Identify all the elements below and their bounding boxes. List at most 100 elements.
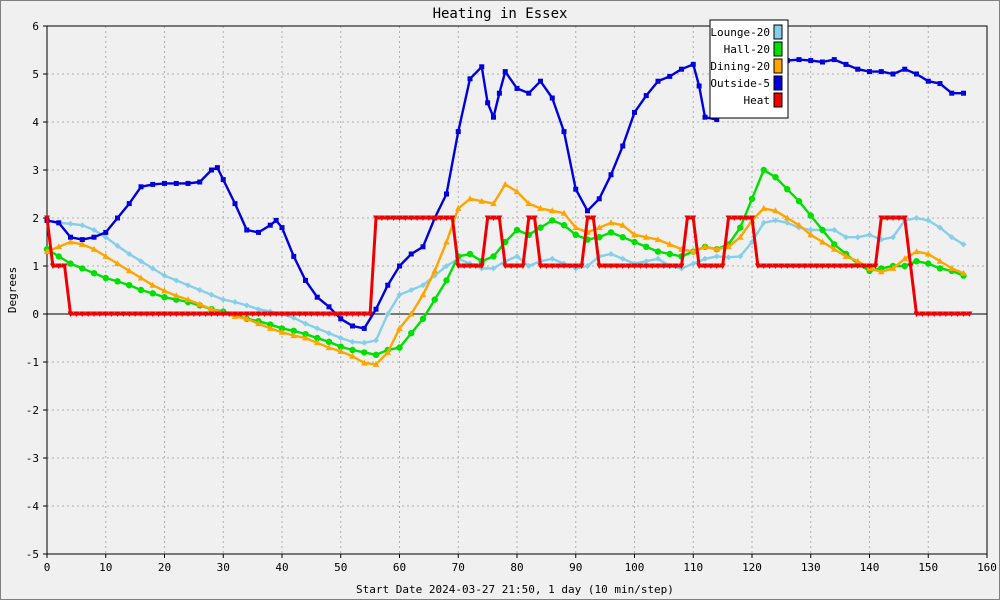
data-point-heat: [966, 311, 973, 317]
data-point-dining-20: [161, 287, 168, 294]
data-point-heat: [743, 215, 750, 221]
data-point-hall-20: [408, 330, 415, 337]
data-point-heat: [249, 311, 256, 317]
data-point-lounge-20: [925, 217, 932, 224]
data-point-heat: [866, 263, 873, 269]
data-point-heat: [596, 263, 603, 269]
data-point-hall-20: [290, 327, 297, 334]
data-point-dining-20: [572, 224, 580, 231]
data-point-outside-5: [197, 179, 203, 185]
data-point-heat: [660, 263, 667, 269]
data-point-outside-5: [573, 186, 579, 192]
data-point-heat: [514, 263, 520, 269]
data-point-dining-20: [642, 233, 650, 240]
data-point-outside-5: [485, 100, 491, 106]
data-point-dining-20: [525, 200, 533, 207]
data-point-heat: [284, 311, 291, 317]
data-point-outside-5: [150, 181, 156, 187]
data-point-heat: [67, 311, 74, 317]
data-point-hall-20: [748, 195, 756, 202]
data-point-outside-5: [126, 201, 132, 207]
data-point-dining-20: [772, 207, 779, 214]
data-point-heat: [531, 215, 538, 221]
data-point-heat: [566, 263, 573, 269]
x-tick-label: 70: [452, 561, 465, 574]
data-point-dining-20: [819, 238, 826, 245]
data-point-heat: [408, 215, 415, 221]
x-axis-label: Start Date 2024-03-27 21:50, 1 day (10 m…: [356, 583, 674, 596]
y-tick-label: 4: [32, 116, 39, 129]
data-point-heat: [942, 311, 949, 317]
data-point-hall-20: [55, 253, 62, 260]
data-point-dining-20: [102, 252, 110, 259]
data-point-hall-20: [913, 258, 920, 265]
data-point-lounge-20: [549, 255, 556, 262]
data-point-heat: [907, 263, 914, 269]
data-point-outside-5: [338, 316, 344, 322]
data-point-heat: [860, 263, 867, 269]
data-point-outside-5: [408, 251, 414, 257]
data-point-dining-20: [889, 264, 897, 271]
data-point-dining-20: [443, 238, 450, 245]
data-point-heat: [837, 263, 844, 269]
data-point-heat: [355, 311, 362, 317]
data-point-hall-20: [443, 277, 450, 284]
data-point-outside-5: [173, 180, 179, 186]
data-point-outside-5: [420, 244, 426, 250]
data-point-outside-5: [455, 129, 461, 135]
data-point-heat: [813, 263, 820, 269]
data-point-heat: [895, 215, 902, 221]
x-tick-label: 140: [860, 561, 880, 574]
data-point-hall-20: [67, 260, 74, 267]
data-point-dining-20: [513, 188, 521, 195]
data-point-hall-20: [596, 234, 603, 241]
data-point-heat: [461, 263, 468, 269]
data-point-lounge-20: [243, 302, 250, 309]
data-point-heat: [202, 311, 209, 317]
data-point-outside-5: [373, 306, 379, 312]
data-point-heat: [848, 263, 855, 269]
data-point-outside-5: [115, 215, 120, 221]
y-tick-label: 1: [32, 260, 39, 273]
data-point-heat: [490, 215, 497, 221]
data-point-hall-20: [466, 250, 474, 258]
data-point-outside-5: [679, 66, 684, 72]
data-point-dining-20: [407, 310, 415, 317]
data-point-dining-20: [396, 324, 403, 331]
data-point-outside-5: [596, 196, 602, 202]
data-point-outside-5: [696, 83, 702, 89]
data-point-heat: [431, 215, 438, 221]
data-point-hall-20: [831, 241, 838, 248]
y-axis-ticks: -5 -4 -3 -2 -1 0 1 2 3 4 5 6: [26, 20, 47, 561]
legend-label: Hall-20: [724, 43, 770, 56]
y-tick-label: -3: [26, 452, 39, 465]
data-point-outside-5: [902, 66, 908, 72]
data-point-dining-20: [654, 236, 662, 243]
data-point-heat: [367, 311, 374, 317]
y-axis-label: Degrees: [6, 267, 19, 313]
data-point-heat: [619, 263, 626, 269]
data-point-outside-5: [643, 93, 649, 99]
data-point-heat: [807, 263, 814, 269]
y-tick-label: 3: [32, 164, 39, 177]
data-point-outside-5: [867, 69, 872, 75]
series-outside-5: [44, 57, 966, 331]
data-point-heat: [79, 311, 86, 317]
x-tick-label: 130: [801, 561, 821, 574]
data-point-dining-20: [548, 207, 556, 214]
data-point-heat: [778, 263, 785, 269]
data-point-heat: [496, 215, 503, 221]
data-point-heat: [831, 263, 838, 269]
data-point-dining-20: [325, 344, 333, 351]
data-point-outside-5: [855, 66, 861, 72]
data-point-heat: [349, 311, 356, 317]
data-point-hall-20: [114, 278, 121, 285]
data-point-hall-20: [161, 294, 168, 301]
data-point-heat: [96, 311, 103, 317]
data-point-outside-5: [796, 57, 802, 63]
data-point-heat: [890, 215, 896, 221]
data-point-outside-5: [303, 277, 308, 283]
data-point-dining-20: [913, 248, 920, 255]
data-point-hall-20: [314, 334, 321, 342]
data-point-dining-20: [278, 328, 286, 335]
